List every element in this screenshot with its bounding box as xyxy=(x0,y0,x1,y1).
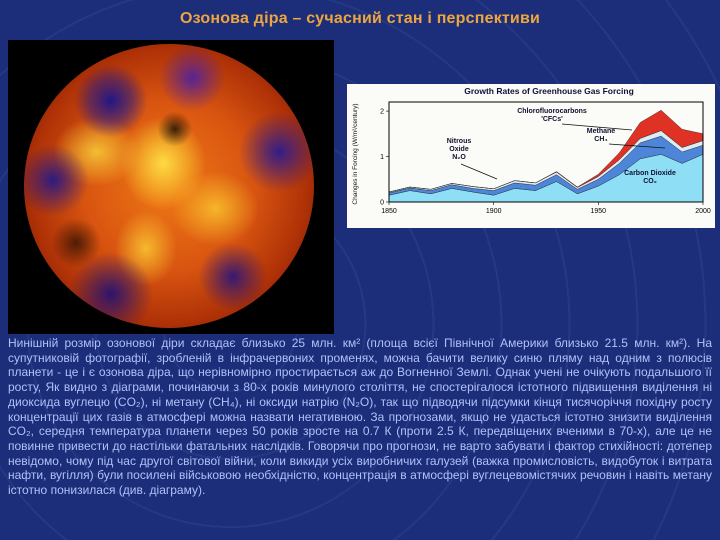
slide-body-text: Нинішній розмір озонової діри складає бл… xyxy=(8,336,712,498)
svg-text:2: 2 xyxy=(380,109,384,116)
chart-annotation-carbon-dioxide: Carbon Dioxide CO₂ xyxy=(624,170,676,186)
chart-annotation-nitrous-oxide: Nitrous Oxide N₂O xyxy=(446,138,472,162)
chart-annotation-methane: Methane CH₄ xyxy=(586,128,616,144)
svg-text:1900: 1900 xyxy=(486,208,502,215)
greenhouse-gas-area-chart: 1850 1900 1950 2000 0 1 2 xyxy=(380,101,711,215)
slide-title: Озонова діра – сучасний стан і перспекти… xyxy=(179,10,541,27)
svg-text:0: 0 xyxy=(380,200,384,207)
svg-text:1950: 1950 xyxy=(591,208,607,215)
earth-image-frame xyxy=(8,40,334,334)
svg-text:1850: 1850 xyxy=(381,208,397,215)
greenhouse-chart-panel: Growth Rates of Greenhouse Gas Forcing C… xyxy=(347,84,715,228)
chart-title: Growth Rates of Greenhouse Gas Forcing xyxy=(464,86,634,96)
chart-annotation-cfcs: Chlorofluorocarbons 'CFCs' xyxy=(517,108,587,124)
svg-text:1: 1 xyxy=(380,154,384,161)
svg-text:2000: 2000 xyxy=(695,208,711,215)
ozone-hole-earth-image xyxy=(24,44,314,328)
